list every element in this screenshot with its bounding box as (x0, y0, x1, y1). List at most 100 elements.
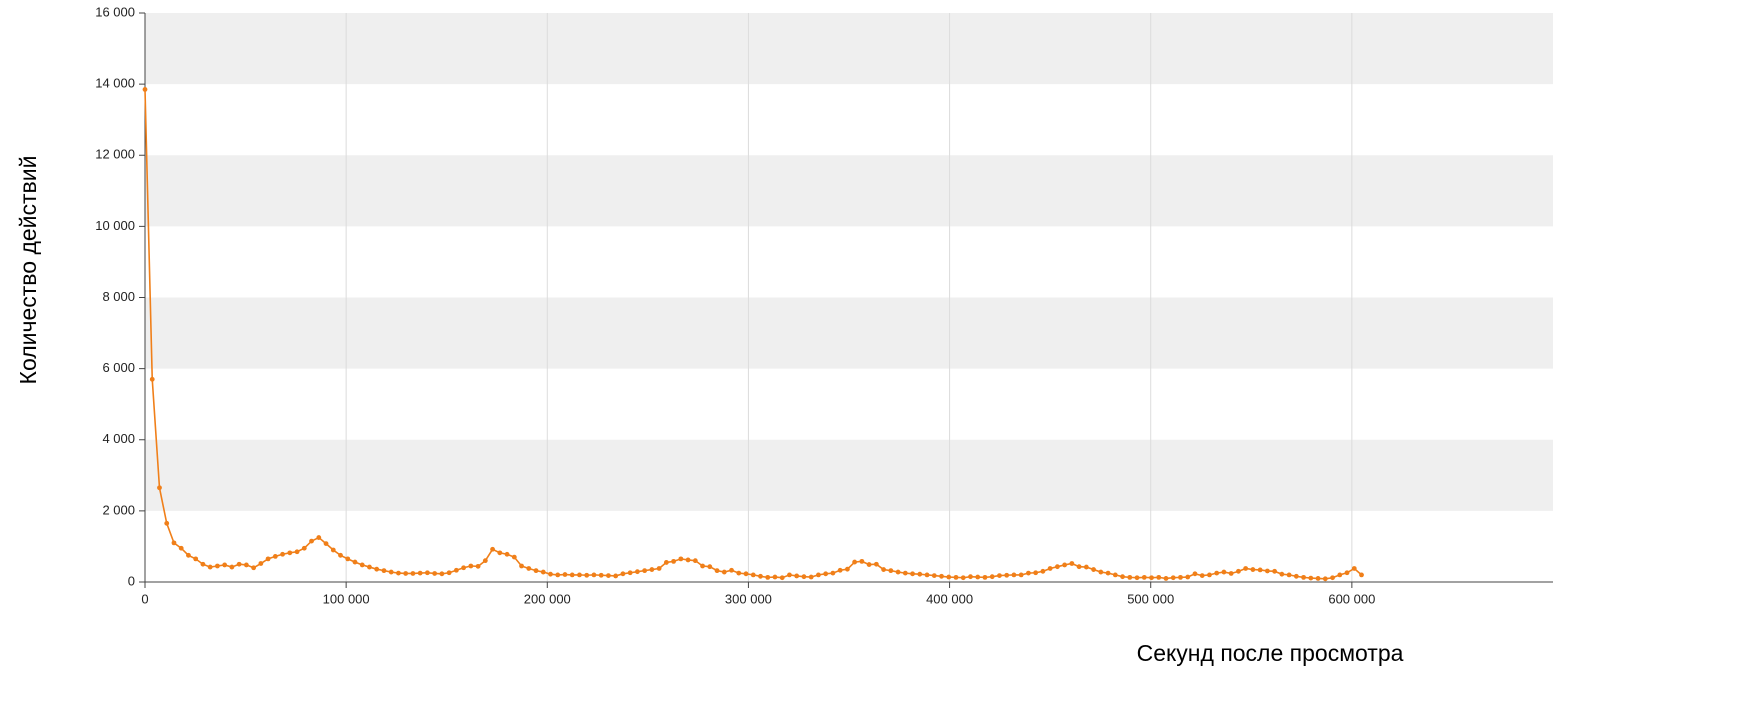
marker (1120, 574, 1125, 580)
marker (388, 569, 394, 575)
marker (533, 568, 539, 574)
marker (873, 561, 879, 567)
marker (1134, 575, 1140, 581)
marker (280, 551, 285, 557)
marker (504, 551, 510, 557)
marker (765, 574, 771, 580)
marker (193, 556, 199, 562)
marker (1257, 567, 1263, 573)
x-tick-label: 100 000 (323, 591, 370, 606)
marker (1192, 571, 1198, 577)
marker (1272, 568, 1278, 574)
marker (1156, 574, 1162, 580)
marker (1083, 564, 1089, 570)
marker (678, 556, 684, 562)
marker (562, 572, 568, 577)
marker (446, 570, 452, 576)
x-tick-label: 400 000 (926, 591, 973, 606)
marker (1185, 574, 1191, 580)
marker (461, 565, 467, 571)
marker (642, 568, 648, 574)
marker (750, 572, 756, 578)
marker (207, 564, 213, 570)
marker (215, 563, 220, 569)
marker (359, 562, 365, 568)
marker (960, 575, 966, 581)
marker (519, 563, 524, 569)
marker (316, 535, 322, 540)
marker (1054, 564, 1060, 570)
marker (1279, 571, 1285, 577)
marker (323, 541, 329, 546)
marker (272, 553, 278, 559)
marker (548, 571, 553, 577)
y-tick-label: 14 000 (95, 76, 135, 91)
marker (1047, 566, 1053, 571)
marker (352, 559, 358, 565)
marker (584, 572, 590, 578)
marker (1337, 572, 1343, 578)
marker (1221, 569, 1227, 575)
marker (866, 562, 872, 567)
marker (758, 573, 763, 579)
marker (649, 567, 655, 572)
marker (801, 574, 807, 580)
grid-band (145, 439, 1553, 511)
marker (989, 574, 995, 580)
marker (1163, 576, 1169, 581)
grid-band (145, 13, 1553, 85)
marker (975, 574, 981, 580)
marker (881, 567, 886, 572)
marker (808, 574, 814, 580)
marker (902, 570, 908, 576)
marker (403, 571, 409, 576)
marker (243, 562, 249, 568)
marker (1351, 566, 1357, 571)
marker (1308, 575, 1314, 581)
marker (251, 565, 257, 571)
x-tick-label: 600 000 (1328, 591, 1375, 606)
marker (439, 571, 445, 577)
marker (685, 557, 691, 563)
marker (700, 563, 705, 569)
marker (1286, 572, 1292, 578)
marker (1076, 564, 1082, 570)
grid-band (145, 155, 1553, 227)
marker (1026, 570, 1031, 576)
marker (1359, 572, 1364, 578)
marker (830, 570, 836, 576)
y-axis-title: Количество действий (15, 156, 41, 385)
marker (330, 547, 336, 553)
grid-band (145, 297, 1553, 369)
y-tick-label: 6 000 (102, 360, 135, 375)
marker (1105, 570, 1111, 576)
marker (787, 572, 792, 578)
marker (511, 554, 517, 560)
marker (1141, 574, 1147, 580)
x-axis-title: Секунд после просмотра (1137, 640, 1404, 666)
marker (475, 563, 481, 569)
y-tick-label: 10 000 (95, 218, 135, 233)
marker (1033, 570, 1039, 576)
marker (577, 572, 582, 578)
marker (917, 571, 923, 577)
marker (1330, 575, 1335, 581)
marker (1228, 571, 1234, 576)
marker (482, 558, 488, 564)
marker (591, 572, 597, 578)
marker (1322, 576, 1328, 582)
marker (656, 566, 662, 571)
marker (396, 570, 401, 576)
marker (1214, 570, 1220, 576)
marker (540, 569, 546, 575)
marker (613, 573, 619, 579)
marker (1199, 573, 1205, 578)
y-tick-label: 0 (128, 573, 135, 588)
marker (721, 569, 727, 575)
marker (1011, 572, 1017, 578)
marker (779, 575, 785, 581)
marker (852, 559, 858, 565)
marker (859, 558, 865, 564)
marker (931, 573, 937, 578)
marker (367, 564, 372, 570)
